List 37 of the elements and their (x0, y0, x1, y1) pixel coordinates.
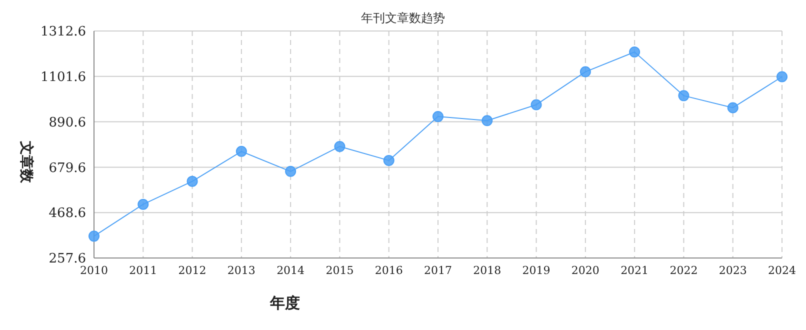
x-tick-label: 2011 (129, 264, 158, 277)
chart-title: 年刊文章数趋势 (361, 11, 445, 25)
x-tick-label: 2015 (326, 264, 354, 277)
x-tick-label: 2014 (276, 264, 305, 277)
x-tick-label: 2019 (522, 264, 550, 277)
point (383, 154, 394, 166)
point (285, 166, 296, 177)
point (482, 115, 493, 126)
x-tick-label: 2016 (374, 264, 403, 277)
x-axis-title: 年度 (270, 294, 300, 313)
y-tick-label: 1312.6 (40, 24, 86, 40)
point (530, 99, 542, 110)
point (629, 46, 640, 58)
y-tick-label: 679.6 (48, 160, 86, 176)
x-tick-label: 2017 (424, 264, 452, 277)
point (727, 102, 738, 114)
point (186, 176, 198, 187)
point (88, 230, 100, 242)
x-tick-label: 2021 (620, 264, 649, 277)
y-tick-label: 468.6 (48, 206, 86, 222)
point (334, 140, 346, 152)
point (138, 198, 149, 210)
x-tick-label: 2018 (473, 264, 502, 277)
y-tick-label: 890.6 (48, 115, 86, 130)
x-tick-label: 2012 (178, 264, 206, 277)
point (432, 111, 444, 122)
x-tick-label: 2013 (227, 264, 256, 277)
x-tick-label: 2024 (768, 264, 796, 277)
point (236, 146, 247, 157)
x-tick-label: 2020 (571, 264, 600, 277)
x-tick-label: 2023 (718, 264, 747, 277)
y-axis-title: 文章数 (17, 140, 35, 185)
point (678, 90, 690, 102)
point (580, 66, 591, 78)
y-tick-label: 1101.6 (40, 70, 86, 86)
point (776, 71, 788, 82)
x-tick-label: 2022 (670, 264, 698, 277)
